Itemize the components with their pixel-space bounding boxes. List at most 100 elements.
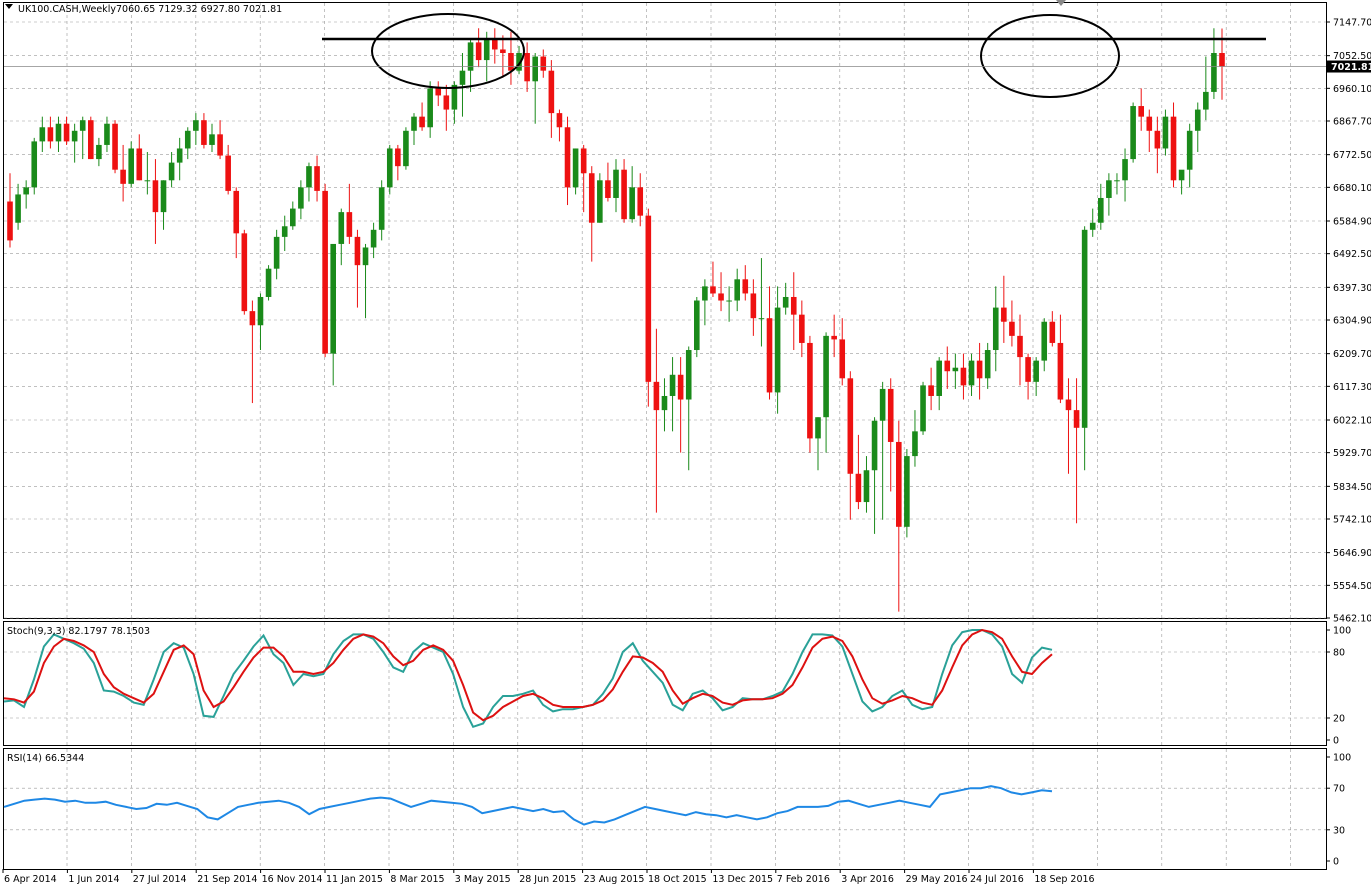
candle-body [378, 187, 385, 230]
price-tick-label: 5834.50 [1333, 482, 1371, 493]
candle-body [855, 473, 862, 503]
candle-body [597, 180, 603, 223]
stoch-main-line [3, 629, 1053, 729]
chart-shift-marker[interactable] [1056, 0, 1066, 6]
candle-body [346, 212, 353, 237]
candle-body [370, 229, 377, 248]
candle-body [944, 360, 951, 372]
candle-body [467, 42, 474, 71]
stoch-panel [3, 621, 1327, 746]
candle-body [613, 169, 619, 198]
time-tick-label: 8 Mar 2015 [390, 874, 444, 885]
candle-body [1203, 91, 1209, 110]
candle-body [766, 318, 773, 393]
candle-body [241, 233, 248, 312]
candle-body [1170, 116, 1177, 181]
candle-body [249, 311, 256, 326]
candle-body [1186, 130, 1193, 170]
candle-body [799, 314, 805, 343]
rsi-tick-label: 0 [1333, 857, 1339, 868]
candle-body [879, 388, 886, 421]
rsi-panel [3, 748, 1327, 870]
candle-body [734, 279, 740, 301]
candle-body [1106, 180, 1112, 198]
candle-body [31, 141, 38, 188]
current-price-tag [1327, 60, 1371, 73]
candle-body [556, 113, 563, 128]
price-tick-label: 5742.10 [1333, 514, 1371, 525]
time-tick-label: 3 Apr 2016 [841, 874, 894, 885]
candle-body [112, 123, 118, 170]
candle-body [160, 180, 167, 213]
price-tick-label: 5929.70 [1333, 448, 1371, 459]
candle-body [120, 169, 126, 184]
candle-body [1162, 116, 1169, 149]
candle-body [128, 148, 134, 184]
candle-body [136, 148, 143, 181]
time-tick-label: 13 Dec 2015 [712, 874, 773, 885]
time-tick-label: 6 Apr 2014 [4, 874, 57, 885]
candle-body [168, 162, 175, 181]
candle-body [1146, 116, 1153, 131]
candle-body [1017, 335, 1023, 358]
candle-body [225, 155, 231, 191]
candle-body [1138, 106, 1144, 117]
candle-body [774, 307, 781, 393]
candle-body [807, 342, 813, 439]
candle-body [403, 130, 409, 167]
candle-body [823, 335, 829, 418]
candle-body [815, 417, 821, 439]
candle-body [564, 127, 571, 188]
candle-body [952, 367, 959, 372]
price-tick-label: 7147.70 [1333, 18, 1371, 29]
candle-body [1001, 307, 1007, 322]
candle-body [912, 431, 918, 457]
candle-body [904, 456, 910, 527]
candle-body [621, 169, 627, 220]
rsi-tick-label: 30 [1333, 825, 1345, 836]
candle-body [976, 360, 983, 379]
candle-body [1122, 159, 1128, 181]
candle-body [896, 441, 902, 527]
candle-body [411, 116, 417, 131]
candle-body [7, 201, 13, 241]
price-tick-label: 5462.10 [1333, 614, 1371, 625]
candle-body [847, 378, 854, 474]
candle-body [588, 173, 595, 223]
rsi-axis: 100 70 30 0 [1326, 753, 1351, 868]
candle-body [1065, 399, 1072, 411]
candle-body [694, 300, 700, 351]
candle-body [201, 120, 207, 145]
resistance-circle-2015 [371, 13, 525, 89]
candle-body [1114, 180, 1120, 182]
candle-body [475, 42, 482, 61]
candle-body [742, 279, 749, 294]
time-tick-label: 1 Jun 2014 [68, 874, 119, 885]
candle-body [39, 127, 46, 142]
candle-body [265, 268, 272, 297]
stoch-tick-label: 0 [1333, 736, 1339, 747]
candle-body [718, 293, 724, 301]
price-tick-label: 6492.50 [1333, 249, 1371, 260]
candle-body [96, 144, 102, 160]
stoch-tick-label: 100 [1333, 626, 1351, 637]
candle-body [152, 180, 159, 213]
time-tick-label: 18 Oct 2015 [648, 874, 707, 885]
candle-body [306, 166, 312, 188]
candle-body [459, 70, 466, 85]
time-tick-label: 3 May 2015 [455, 874, 511, 885]
candle-body [55, 123, 62, 142]
price-tick-label: 6680.10 [1333, 183, 1371, 194]
stoch-signal-line [3, 628, 1053, 722]
candle-body [257, 296, 264, 326]
candlestick-series [7, 28, 1225, 612]
candle-body [984, 350, 991, 379]
candle-body [483, 38, 490, 61]
price-tick-label: 6584.90 [1333, 216, 1371, 227]
symbol-label: UK100.CASH,Weekly [18, 4, 116, 15]
window-collapse-icon[interactable] [5, 4, 13, 9]
candle-body [508, 53, 514, 71]
candle-body [435, 88, 442, 96]
price-tick-label: 5646.90 [1333, 548, 1371, 559]
